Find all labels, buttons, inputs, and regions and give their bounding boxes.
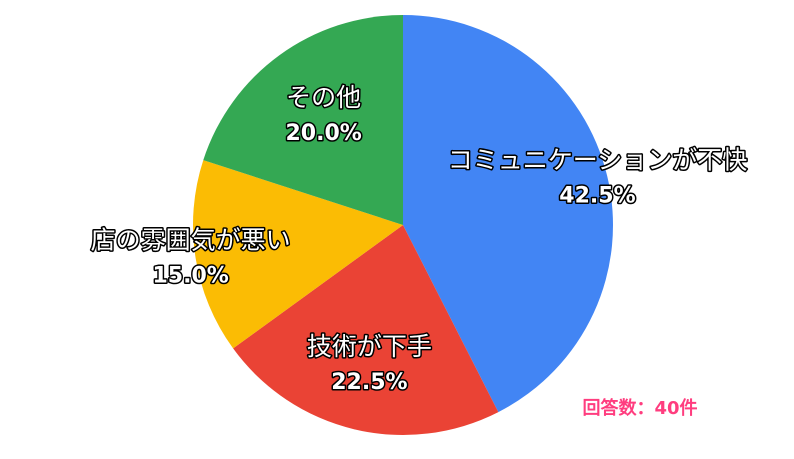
slice-value: 22.5% — [331, 370, 407, 395]
slice-value: 42.5% — [559, 183, 635, 208]
slice-label: 店の雰囲気が悪い — [91, 226, 291, 255]
slice-value: 15.0% — [152, 264, 228, 289]
slice-value: 20.0% — [285, 121, 361, 146]
pie-slice — [403, 15, 614, 413]
pie-slice — [233, 225, 499, 436]
pie — [192, 15, 614, 436]
pie-slice — [203, 15, 403, 225]
slice-label: 技術が下手 — [307, 332, 432, 361]
slice-label: その他 — [286, 83, 361, 112]
slice-label: コミュニケーションが不快 — [448, 145, 748, 174]
labels: コミュニケーションが不快 42.5% 技術が下手 22.5% 店の雰囲気が悪い 15.0%… — [89, 81, 749, 396]
pie-slice — [192, 160, 403, 349]
annotation: 回答数：40件 — [582, 397, 697, 419]
